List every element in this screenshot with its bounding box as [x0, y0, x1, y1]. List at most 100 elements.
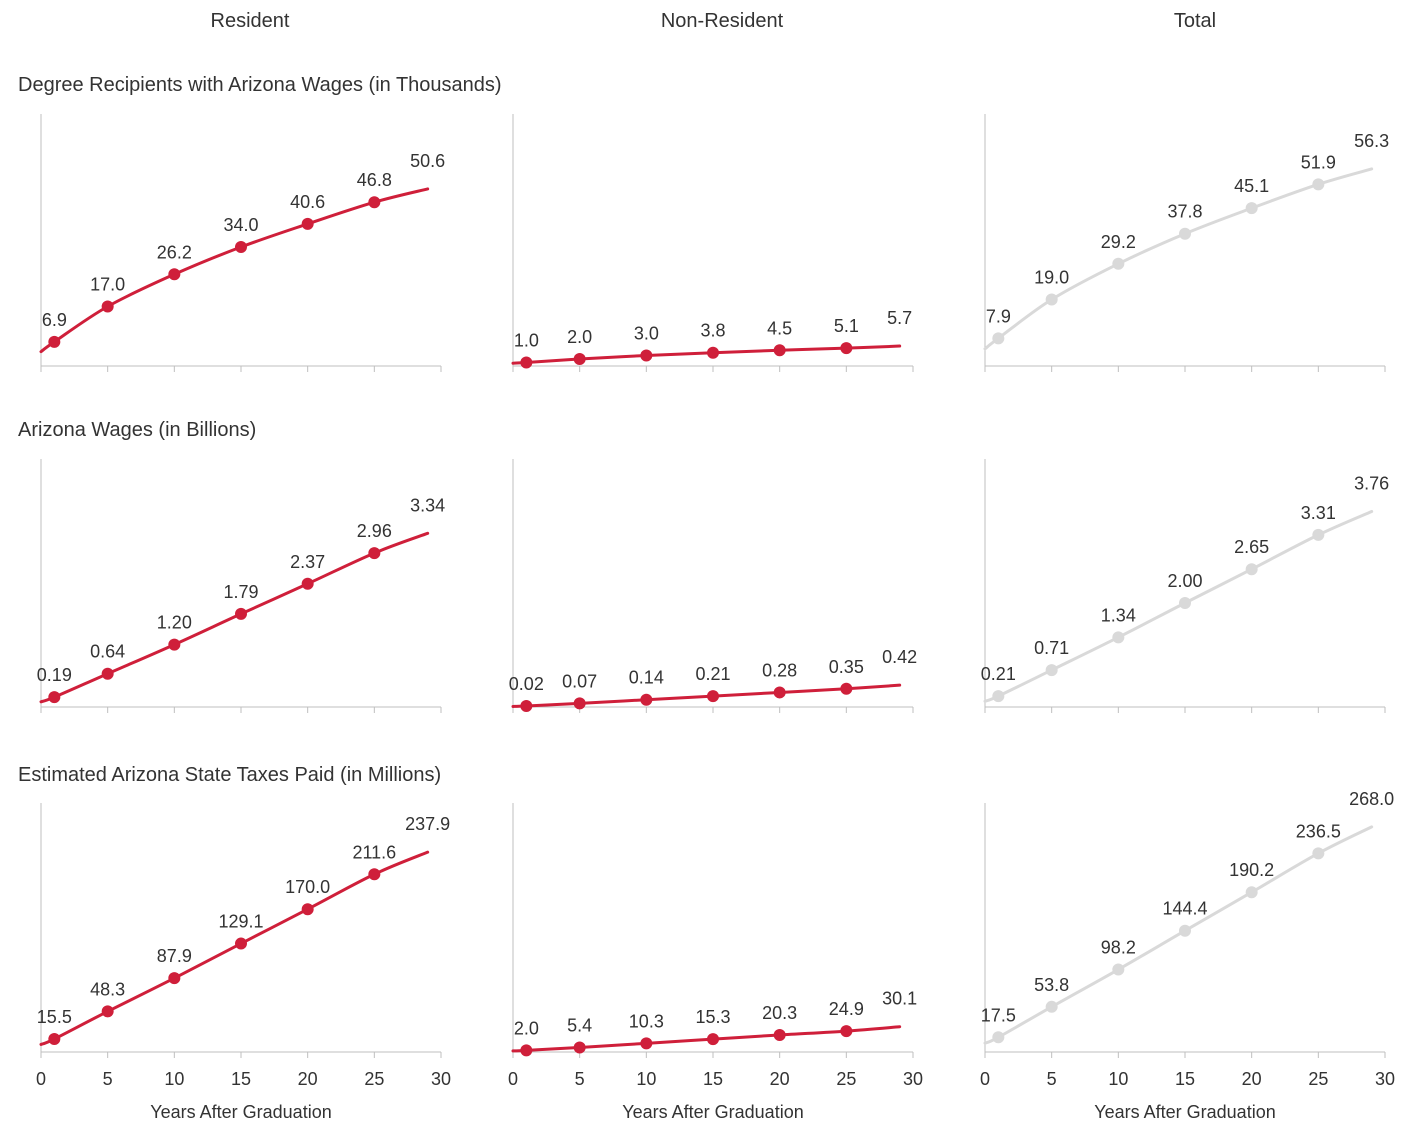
x-tick-label: 10 [636, 1069, 656, 1089]
data-label: 15.5 [37, 1007, 72, 1027]
data-label: 34.0 [223, 215, 258, 235]
data-point [48, 691, 61, 704]
data-point [168, 638, 181, 651]
data-label: 0.71 [1034, 638, 1069, 658]
data-point [48, 335, 61, 348]
data-label: 0.19 [37, 665, 72, 685]
series-line-recipients-resident [39, 187, 430, 354]
data-label: 1.34 [1101, 605, 1136, 625]
data-point [992, 1031, 1005, 1044]
data-label: 37.8 [1167, 202, 1202, 222]
end-data-label: 5.7 [887, 308, 912, 328]
data-point [101, 300, 114, 313]
end-data-label: 50.6 [410, 151, 445, 171]
data-point [235, 241, 247, 253]
series-line-recipients-total [983, 167, 1374, 351]
data-point [707, 690, 719, 703]
data-label: 29.2 [1101, 232, 1136, 252]
panel-wages-resident: 0.19 0.64 1.20 1.79 2.37 2.96 3.34 [37, 459, 445, 713]
x-tick-label: 20 [770, 1069, 790, 1089]
data-label: 98.2 [1101, 938, 1136, 958]
data-point [707, 1033, 719, 1046]
data-label: 46.8 [357, 170, 392, 190]
series-line-taxes-resident [39, 850, 430, 1046]
data-point [573, 353, 586, 365]
panel-wages-total: 0.21 0.71 1.34 2.00 2.65 3.31 3.76 [981, 459, 1389, 713]
data-label: 15.3 [695, 1007, 730, 1027]
data-label: 0.07 [562, 671, 597, 691]
data-point [573, 697, 586, 710]
x-axis-title: Years After Graduation [622, 1102, 803, 1122]
x-tick-label: 15 [231, 1069, 251, 1089]
data-label: 87.9 [157, 946, 192, 966]
data-point [840, 682, 853, 695]
x-tick-label: 0 [36, 1069, 46, 1089]
data-point [992, 332, 1005, 345]
data-label: 40.6 [290, 192, 325, 212]
data-label: 2.96 [357, 521, 392, 541]
x-tick-label: 5 [103, 1069, 113, 1089]
x-tick-label: 20 [1242, 1069, 1262, 1089]
data-point [640, 693, 653, 706]
x-tick-label: 30 [431, 1069, 451, 1089]
data-label: 48.3 [90, 979, 125, 999]
data-label: 24.9 [829, 999, 864, 1019]
data-point [1312, 528, 1325, 541]
data-point [168, 972, 181, 985]
data-label: 10.3 [629, 1011, 664, 1031]
data-label: 26.2 [157, 242, 192, 262]
row-title-recipients: Degree Recipients with Arizona Wages (in… [18, 74, 502, 96]
data-point [1179, 227, 1191, 240]
data-point [640, 349, 653, 362]
data-point [368, 547, 381, 560]
data-point [1045, 1000, 1058, 1013]
data-point [573, 1041, 586, 1054]
column-header-nonresident: Non-Resident [661, 10, 784, 32]
panel-taxes-resident: 15.5 48.3 87.9 129.1 170.0 211.6 237.9 0 5 10 15 20… [36, 803, 451, 1122]
data-label: 1.79 [223, 582, 258, 602]
row-title-wages: Arizona Wages (in Billions) [18, 419, 256, 441]
data-label: 3.8 [700, 321, 725, 341]
row-title-taxes: Estimated Arizona State Taxes Paid (in M… [18, 764, 441, 786]
data-label: 236.5 [1296, 821, 1341, 841]
x-tick-label: 15 [1175, 1069, 1195, 1089]
data-label: 0.28 [762, 660, 797, 680]
data-label: 53.8 [1034, 975, 1069, 995]
data-label: 5.1 [834, 316, 859, 336]
x-tick-label: 10 [164, 1069, 184, 1089]
data-point [840, 342, 853, 355]
data-label: 0.64 [90, 642, 125, 662]
data-label: 3.31 [1301, 503, 1336, 523]
data-point [235, 607, 247, 620]
data-label: 144.4 [1162, 899, 1207, 919]
data-point [368, 868, 381, 881]
panel-recipients-total: 7.9 19.0 29.2 37.8 45.1 51.9 56.3 [983, 114, 1389, 372]
data-point [168, 268, 181, 281]
data-point [520, 1044, 533, 1057]
series-line-wages-non-resident [511, 683, 902, 708]
data-point [640, 1037, 653, 1050]
data-point [1312, 847, 1325, 860]
x-tick-label: 25 [1308, 1069, 1328, 1089]
data-label: 170.0 [285, 877, 330, 897]
series-line-taxes-total [983, 825, 1374, 1045]
panel-taxes-total: 17.5 53.8 98.2 144.4 190.2 236.5 268.0 0 5 10 15 20… [980, 789, 1395, 1122]
data-point [520, 699, 533, 712]
x-tick-label: 15 [703, 1069, 723, 1089]
data-label: 2.00 [1167, 571, 1202, 591]
data-label: 20.3 [762, 1003, 797, 1023]
x-axis-title: Years After Graduation [150, 1102, 331, 1122]
data-label: 5.4 [567, 1015, 592, 1035]
data-point [101, 667, 114, 680]
data-label: 17.5 [981, 1005, 1016, 1025]
data-label: 1.20 [157, 613, 192, 633]
data-point [1045, 664, 1058, 677]
x-tick-label: 25 [836, 1069, 856, 1089]
x-tick-label: 30 [1375, 1069, 1395, 1089]
x-tick-label: 0 [980, 1069, 990, 1089]
x-tick-label: 0 [508, 1069, 518, 1089]
x-tick-label: 20 [298, 1069, 318, 1089]
panel-recipients-non-resident: 1.0 2.0 3.0 3.8 4.5 5.1 5.7 [511, 114, 914, 372]
data-label: 2.0 [514, 1018, 539, 1038]
data-point [1245, 563, 1258, 576]
